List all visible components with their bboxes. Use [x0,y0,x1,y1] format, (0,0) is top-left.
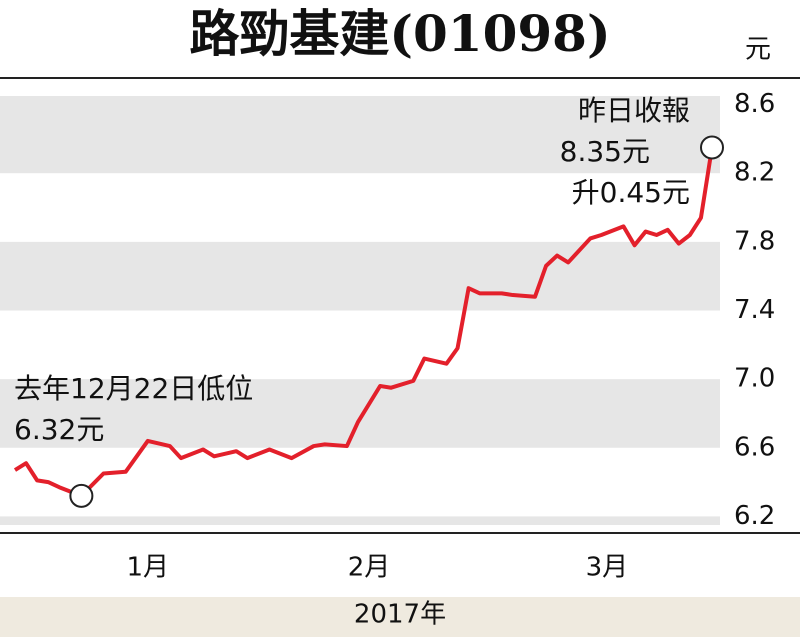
annotation: 升0.45元 [572,176,690,209]
bands [0,96,720,525]
y-tick-label: 7.4 [734,295,775,325]
x-tick-label: 2月 [348,553,391,583]
price-line [13,147,714,498]
band [0,516,720,525]
marker [69,483,94,508]
y-unit: 元 [745,35,771,65]
y-tick-label: 8.2 [734,158,775,188]
y-tick-label: 6.6 [734,432,775,462]
year-band [0,597,800,637]
annotation: 8.35元 [560,135,650,168]
band [0,241,720,311]
y-tick-label: 7.0 [734,364,775,394]
y-tick-label: 7.8 [734,226,775,256]
y-tick-label: 8.6 [734,89,775,119]
annotation: 6.32元 [14,413,104,446]
band [0,379,720,448]
x-tick-label: 3月 [586,553,629,583]
marker [700,135,724,160]
annotation: 昨日收報 [578,94,690,127]
chart-title: 路勁基建(01098) [189,4,610,63]
y-tick-label: 6.2 [734,501,775,531]
x-axis-label: 2017年 [354,600,446,630]
x-tick-label: 1月 [126,553,169,583]
annotation: 去年12月22日低位 [14,372,253,405]
band [0,96,720,174]
